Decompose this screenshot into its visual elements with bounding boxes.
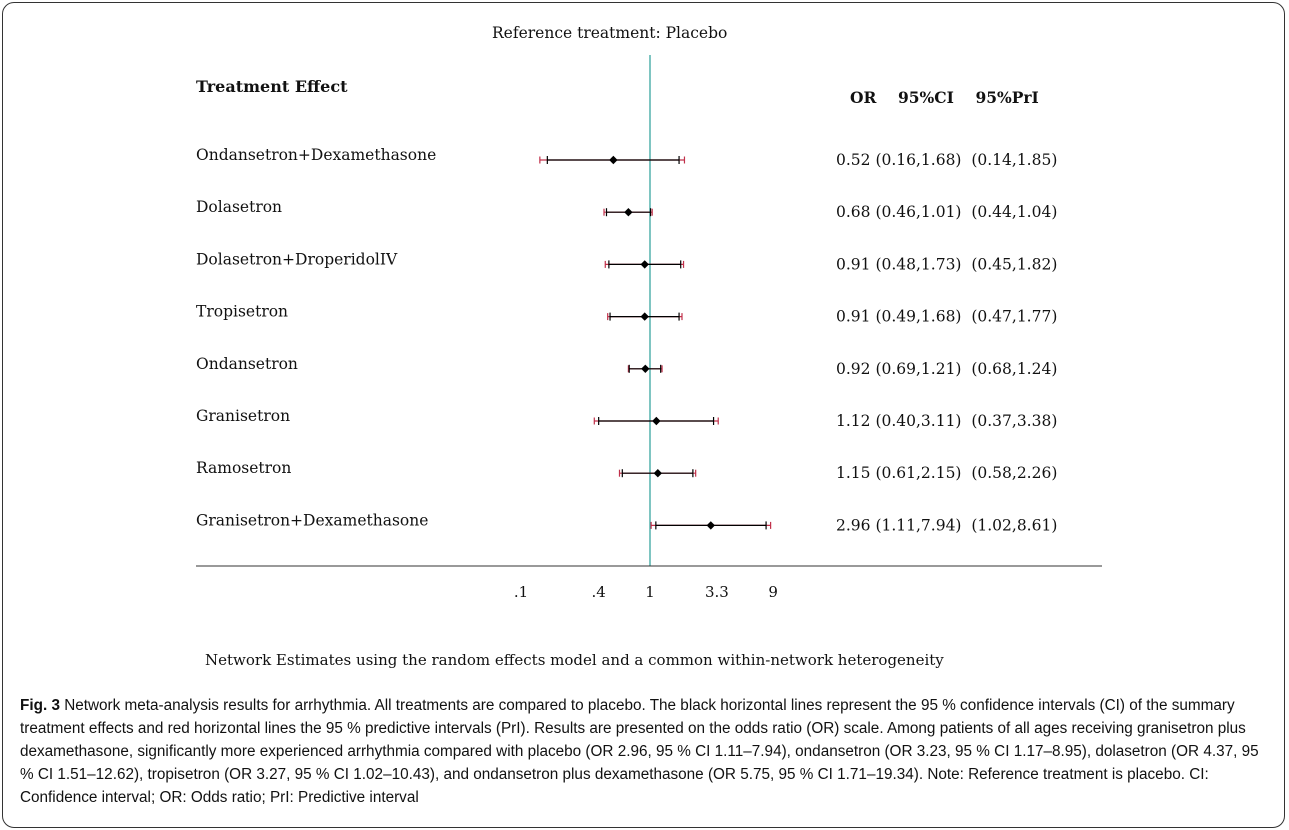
estimate-label: 0.52 (0.16,1.68) (0.14,1.85) [836,151,1057,169]
forest-row: Dolasetron+DroperidolIV 0.91 (0.48,1.73) … [196,250,1057,273]
forest-row: Ondansetron+Dexamethasone 0.52 (0.16,1.68… [196,146,1057,169]
point-estimate [640,312,649,321]
column-heading-or-ci-pri: OR 95%CI 95%PrI [850,88,1039,107]
estimate-label: 0.91 (0.48,1.73) (0.45,1.82) [836,255,1057,273]
point-estimate [652,416,661,426]
point-estimate [624,208,633,217]
treatment-label: Ondansetron+Dexamethasone [196,146,436,164]
point-estimate [609,155,618,165]
forest-row: Ondansetron 0.92 (0.69,1.21) (0.68,1.24) [196,355,1057,378]
estimate-label: 1.12 (0.40,3.11) (0.37,3.38) [836,412,1057,430]
treatment-label: Granisetron+Dexamethasone [196,511,428,529]
x-axis-label: Network Estimates using the random effec… [205,651,944,669]
estimate-label: 1.15 (0.61,2.15) (0.58,2.26) [836,464,1057,482]
x-tick-label: .4 [592,583,606,601]
figure-label: Fig. 3 [20,697,60,714]
point-estimate [640,260,649,269]
estimate-label: 0.91 (0.49,1.68) (0.47,1.77) [836,308,1057,326]
point-estimate [641,364,650,373]
x-tick-label: .1 [514,583,528,601]
chart-title: Reference treatment: Placebo [492,24,727,42]
estimate-label: 0.68 (0.46,1.01) (0.44,1.04) [836,203,1057,221]
treatment-label: Ramosetron [196,459,291,477]
treatment-label: Dolasetron+DroperidolIV [196,250,398,268]
forest-row: Granisetron 1.12 (0.40,3.11) (0.37,3.38) [196,407,1057,430]
column-heading-treatment-effect: Treatment Effect [196,77,348,96]
forest-plot: Reference treatment: Placebo Treatment E… [196,24,1102,669]
forest-row: Granisetron+Dexamethasone 2.96 (1.11,7.94… [196,511,1057,534]
treatment-label: Ondansetron [196,355,298,373]
treatment-label: Granisetron [196,407,290,425]
estimate-label: 0.92 (0.69,1.21) (0.68,1.24) [836,360,1057,378]
estimate-label: 2.96 (1.11,7.94) (1.02,8.61) [836,516,1057,534]
forest-row: Ramosetron 1.15 (0.61,2.15) (0.58,2.26) [196,459,1057,482]
caption-text: Network meta-analysis results for arrhyt… [20,697,1259,806]
point-estimate [706,521,715,530]
x-tick-label: 3.3 [705,583,729,601]
treatment-label: Dolasetron [196,198,282,216]
forest-row: Tropisetron 0.91 (0.49,1.68) (0.47,1.77) [196,303,1057,326]
x-tick-label: 9 [768,583,778,601]
treatment-label: Tropisetron [196,303,288,321]
x-tick-label: 1 [645,583,655,601]
point-estimate [653,469,663,478]
forest-row: Dolasetron 0.68 (0.46,1.01) (0.44,1.04) [196,198,1057,221]
figure-caption: Fig. 3 Network meta-analysis results for… [20,694,1270,809]
